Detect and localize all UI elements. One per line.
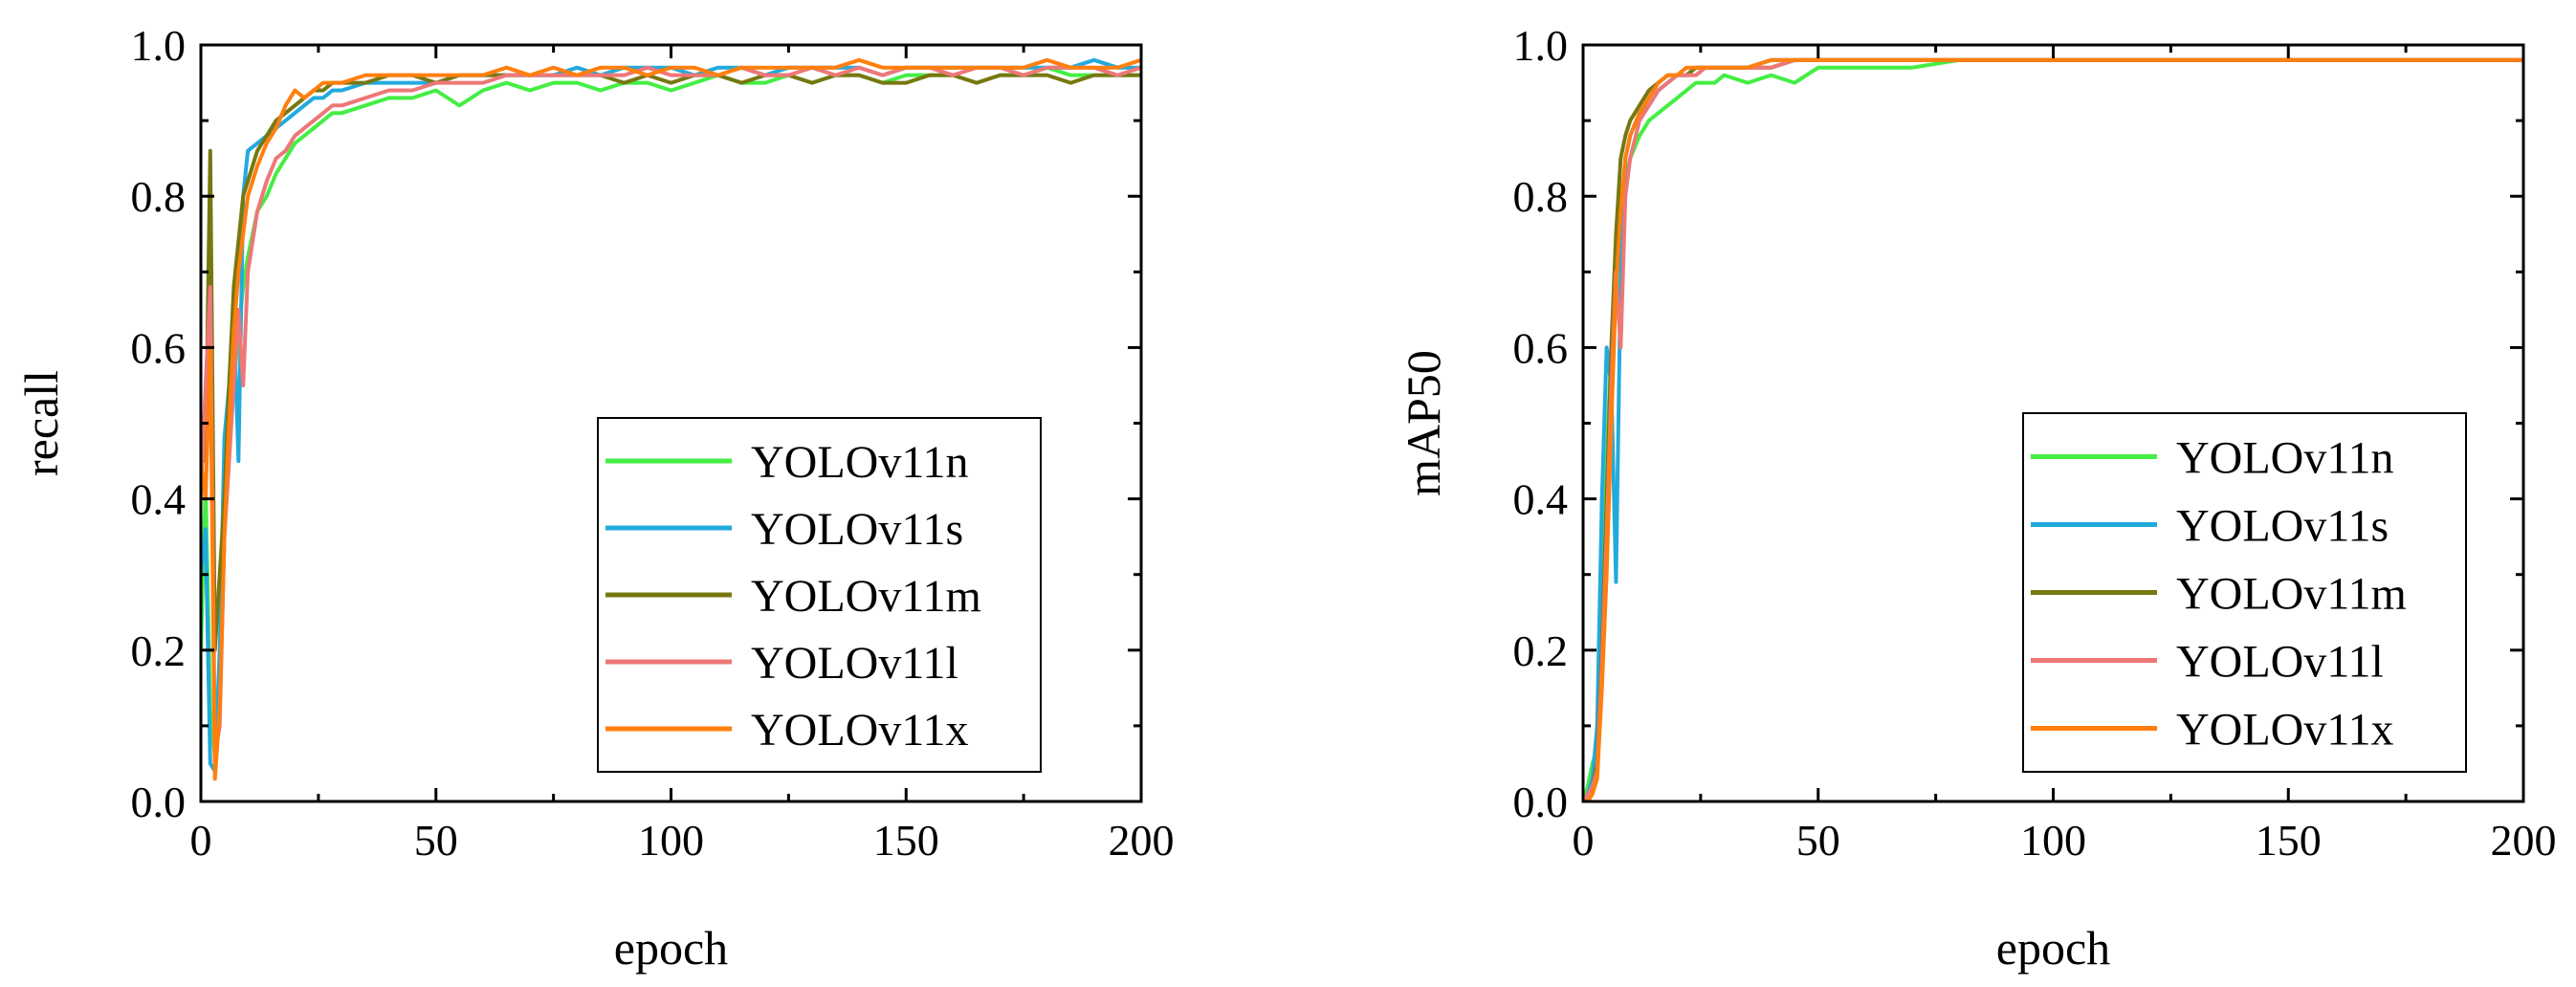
legend-label-yolov11m: YOLOv11m [2176, 569, 2407, 620]
x-tick-label: 50 [414, 816, 458, 865]
chart-panel-1: 0 50 100 150 200 0.0 0.2 0.4 0.6 0.8 1.0 epoch recal… [14, 21, 1175, 975]
legend-label-yolov11s: YOLOv11s [2176, 501, 2389, 552]
y-tick-label: 1.0 [1513, 21, 1569, 70]
y-tick-label: 0.6 [1513, 323, 1569, 372]
x-tick-label: 0 [190, 816, 212, 865]
legend-label-yolov11s: YOLOv11s [751, 504, 963, 555]
y-tick-label: 0.0 [131, 778, 187, 826]
y-tick-label: 0.4 [1513, 475, 1569, 524]
y-axis-label: recall [14, 370, 68, 476]
legend-label-yolov11x: YOLOv11x [2176, 705, 2394, 756]
chart-panel-2: 0 50 100 150 200 0.0 0.2 0.4 0.6 0.8 1.0 epoch mAP50… [1397, 21, 2557, 975]
legend-label-yolov11x: YOLOv11x [751, 705, 969, 756]
x-axis-label: epoch [1996, 921, 2110, 975]
y-tick-label: 1.0 [131, 21, 187, 70]
y-tick-label: 0.4 [131, 475, 187, 524]
x-tick-label: 0 [1573, 816, 1595, 865]
x-tick-label: 100 [638, 816, 704, 865]
x-axis-label: epoch [614, 921, 728, 975]
y-axis-label: mAP50 [1397, 350, 1450, 496]
x-tick-label: 150 [2256, 816, 2322, 865]
legend-label-yolov11n: YOLOv11n [751, 437, 969, 488]
x-tick-label: 50 [1796, 816, 1840, 865]
y-tick-label: 0.0 [1513, 778, 1569, 826]
y-tick-label: 0.2 [1513, 626, 1569, 675]
legend-label-yolov11m: YOLOv11m [751, 571, 981, 622]
x-tick-label: 150 [873, 816, 939, 865]
legend: YOLOv11n YOLOv11s YOLOv11m YOLOv11l YOLOv11x [597, 417, 1042, 773]
legend-label-yolov11n: YOLOv11n [2176, 433, 2394, 484]
legend-label-yolov11l: YOLOv11l [2176, 637, 2384, 688]
series-line-yolov11x [1583, 57, 2523, 801]
x-tick-label: 100 [2020, 816, 2086, 865]
legend: YOLOv11n YOLOv11s YOLOv11m YOLOv11l YOLOv11x [2022, 412, 2467, 773]
y-tick-label: 0.8 [1513, 172, 1569, 221]
x-tick-label: 200 [1109, 816, 1175, 865]
y-tick-label: 0.6 [131, 323, 187, 372]
legend-label-yolov11l: YOLOv11l [751, 638, 958, 689]
y-tick-label: 0.8 [131, 172, 187, 221]
y-tick-label: 0.2 [131, 626, 187, 675]
series-line-yolov11x [201, 57, 1141, 781]
x-tick-label: 200 [2491, 816, 2557, 865]
